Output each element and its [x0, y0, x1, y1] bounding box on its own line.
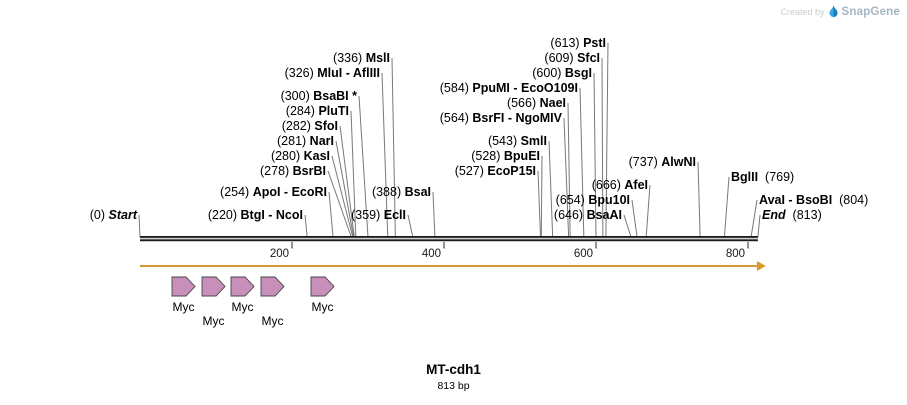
enzyme-site-label-smli[interactable]: (543) SmlI — [488, 134, 547, 148]
enzyme-site-label-afei[interactable]: (666) AfeI — [592, 178, 648, 192]
enzyme-site-label-kasi[interactable]: (280) KasI — [271, 149, 330, 163]
myc-tag-label-4[interactable]: Myc — [262, 314, 284, 328]
enzyme-site-label-ecop15i[interactable]: (527) EcoP15I — [455, 164, 536, 178]
snapgene-logo-icon — [829, 5, 838, 17]
map-title-block: MT-cdh1 813 bp — [0, 362, 907, 392]
site-leader-line — [540, 155, 543, 238]
site-leader-line — [304, 214, 308, 238]
site-leader-line — [750, 199, 758, 238]
feature-arrowhead-icon — [756, 261, 766, 271]
enzyme-site-label-ppumi-ecoo109i[interactable]: (584) PpuMI - EcoO109I — [440, 81, 578, 95]
enzyme-site-label-bsabi[interactable]: (300) BsaBI * — [281, 89, 358, 103]
site-leader-line — [623, 214, 632, 238]
sequence-line — [140, 236, 758, 242]
enzyme-site-label-start[interactable]: (0) Start — [90, 208, 138, 222]
enzyme-site-label-bpu10i[interactable]: (654) Bpu10I — [556, 193, 630, 207]
enzyme-site-label-bsaai[interactable]: (646) BsaAI — [554, 208, 622, 222]
myc-tag-label-1[interactable]: Myc — [173, 300, 195, 314]
site-leader-line — [697, 161, 701, 238]
enzyme-site-label-bsrbi[interactable]: (278) BsrBI — [260, 164, 326, 178]
myc-tag-arrow-1[interactable] — [171, 276, 196, 297]
site-leader-line — [381, 72, 389, 238]
site-leader-line — [138, 214, 141, 238]
enzyme-site-label-bglii[interactable]: BglII (769) — [731, 170, 794, 184]
enzyme-site-label-pluti[interactable]: (284) PluTI — [286, 104, 349, 118]
ruler-tick-label: 600 — [574, 248, 593, 260]
enzyme-site-label-psti[interactable]: (613) PstI — [550, 36, 606, 50]
watermark-brand: SnapGene — [841, 5, 900, 18]
site-leader-line — [757, 214, 761, 238]
site-leader-line — [593, 72, 597, 238]
enzyme-site-label-bsrfi-ngomiv[interactable]: (564) BsrFI - NgoMIV — [440, 111, 563, 125]
site-leader-line — [605, 42, 609, 238]
site-leader-line — [537, 170, 542, 238]
enzyme-site-label-bsai[interactable]: (388) BsaI — [372, 185, 431, 199]
site-leader-line — [548, 140, 554, 238]
sequence-line-bottom — [140, 239, 758, 242]
ruler-tick-label: 800 — [726, 248, 745, 260]
site-leader-line — [631, 199, 638, 238]
myc-tag-arrow-2[interactable] — [201, 276, 226, 297]
enzyme-site-label-bsgi[interactable]: (600) BsgI — [532, 66, 592, 80]
enzyme-site-label-alwni[interactable]: (737) AlwNI — [629, 155, 696, 169]
myc-tag-label-5[interactable]: Myc — [312, 300, 334, 314]
site-leader-line — [335, 140, 355, 238]
ruler-tick-label: 400 — [422, 248, 441, 260]
site-leader-line — [331, 155, 354, 238]
enzyme-site-label-sfci[interactable]: (609) SfcI — [544, 51, 600, 65]
myc-tag-arrow-4[interactable] — [260, 276, 285, 297]
enzyme-site-label-end[interactable]: End (813) — [762, 208, 822, 222]
watermark: Created by SnapGene — [780, 5, 900, 18]
site-leader-line — [327, 170, 352, 238]
site-leader-line — [563, 117, 570, 238]
myc-tag-label-2[interactable]: Myc — [203, 314, 225, 328]
map-length: 813 bp — [437, 380, 470, 392]
enzyme-site-label-apoi-ecori[interactable]: (254) ApoI - EcoRI — [220, 185, 327, 199]
myc-tag-arrow-3[interactable] — [230, 276, 255, 297]
enzyme-site-label-btgi-ncoi[interactable]: (220) BtgI - NcoI — [208, 208, 303, 222]
site-leader-line — [407, 214, 414, 238]
sequence-line-top — [140, 236, 758, 238]
map-title: MT-cdh1 — [426, 362, 481, 377]
site-leader-line — [391, 57, 396, 238]
ruler-tick-label: 200 — [270, 248, 289, 260]
enzyme-site-label-ecli[interactable]: (359) EclI — [351, 208, 406, 222]
site-leader-line — [567, 102, 571, 238]
enzyme-site-label-nari[interactable]: (281) NarI — [277, 134, 334, 148]
site-leader-line — [328, 191, 334, 238]
enzyme-site-label-naei[interactable]: (566) NaeI — [507, 96, 566, 110]
myc-tag-arrow-5[interactable] — [310, 276, 335, 297]
site-leader-line — [579, 87, 585, 238]
site-leader-line — [350, 110, 357, 238]
site-leader-line — [339, 125, 355, 238]
myc-tag-label-3[interactable]: Myc — [232, 300, 254, 314]
enzyme-site-label-bpuei[interactable]: (528) BpuEI — [471, 149, 540, 163]
enzyme-site-label-msli[interactable]: (336) MslI — [333, 51, 390, 65]
site-leader-line — [432, 191, 436, 238]
enzyme-site-label-sfoi[interactable]: (282) SfoI — [282, 119, 338, 133]
site-leader-line — [645, 184, 651, 238]
site-leader-line — [601, 57, 604, 238]
enzyme-site-label-avai-bsobi[interactable]: AvaI - BsoBI (804) — [759, 193, 868, 207]
site-leader-line — [723, 176, 730, 238]
enzyme-site-label-mlui-afliii[interactable]: (326) MluI - AflIII — [285, 66, 380, 80]
site-leader-line — [358, 95, 369, 238]
watermark-created-by: Created by — [780, 6, 825, 17]
